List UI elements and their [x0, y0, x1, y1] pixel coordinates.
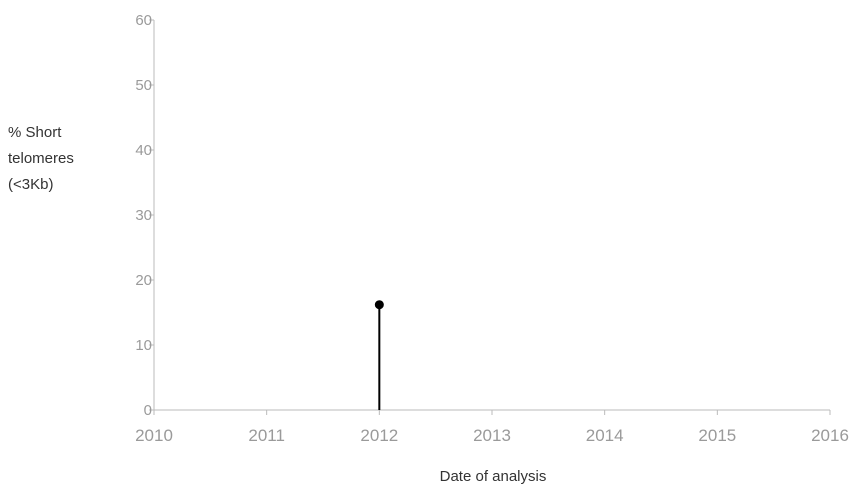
y-tick-label: 0	[144, 402, 152, 419]
y-axis-title-line-2: telomeres	[8, 150, 74, 167]
y-tick-label: 20	[135, 272, 152, 289]
x-tick-label: 2014	[586, 426, 624, 445]
y-axis-title-line-3: (<3Kb)	[8, 176, 53, 193]
x-axis-title: Date of analysis	[440, 468, 547, 485]
x-tick-label: 2012	[360, 426, 398, 445]
y-axis-title-line-1: % Short	[8, 124, 62, 141]
axes	[153, 20, 830, 411]
x-tick-label: 2010	[135, 426, 173, 445]
y-tick-label: 10	[135, 337, 152, 354]
x-tick-label: 2011	[248, 426, 285, 445]
x-tick-label: 2015	[698, 426, 736, 445]
x-tick-label: 2013	[473, 426, 511, 445]
y-tick-label: 40	[135, 142, 152, 159]
x-axis-ticks: 2010 2011 2012 2013 2014 2015 2016	[135, 410, 849, 445]
data-point	[374, 300, 384, 310]
y-tick-label: 60	[135, 12, 152, 29]
y-axis-title: % Short telomeres (<3Kb)	[8, 124, 74, 193]
y-axis-ticks: 0 10 20 30 40 50 60	[135, 12, 154, 419]
y-tick-label: 50	[135, 77, 152, 94]
data-marks	[374, 300, 384, 410]
y-tick-label: 30	[135, 207, 152, 224]
x-tick-label: 2016	[811, 426, 849, 445]
